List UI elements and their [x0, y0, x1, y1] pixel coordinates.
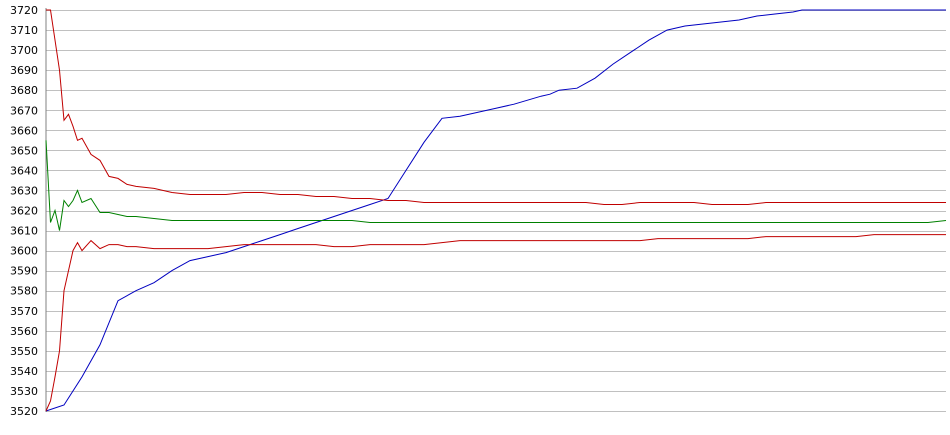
- y-tick-label: 3530: [10, 385, 38, 398]
- series-line-1: [45, 9, 946, 412]
- y-tick-label: 3540: [10, 365, 38, 378]
- series-line-4: [45, 234, 946, 412]
- y-tick-label: 3560: [10, 325, 38, 338]
- y-tick-label: 3520: [10, 405, 38, 418]
- y-tick-label: 3670: [10, 104, 38, 117]
- y-tick-label: 3610: [10, 225, 38, 238]
- y-tick-label: 3690: [10, 64, 38, 77]
- y-axis-tick-labels: 3520 3530 3540 3550 3560 3570 3580 3590 3600 3610…: [10, 4, 38, 418]
- y-tick-label: 3630: [10, 184, 38, 197]
- series-line-3: [45, 140, 947, 231]
- y-tick-label: 3590: [10, 265, 38, 278]
- y-tick-label: 3720: [10, 4, 38, 17]
- y-tick-label: 3600: [10, 245, 38, 258]
- y-tick-label: 3570: [10, 305, 38, 318]
- y-tick-label: 3660: [10, 124, 38, 137]
- y-tick-label: 3700: [10, 44, 38, 57]
- y-tick-label: 3640: [10, 164, 38, 177]
- y-tick-label: 3680: [10, 84, 38, 97]
- series-lines: [45, 9, 947, 412]
- y-tick-label: 3550: [10, 345, 38, 358]
- gridlines: [46, 10, 946, 412]
- series-line-2: [46, 9, 946, 205]
- y-tick-label: 3580: [10, 285, 38, 298]
- y-tick-label: 3650: [10, 144, 38, 157]
- y-tick-label: 3620: [10, 205, 38, 218]
- y-tick-label: 3710: [10, 24, 38, 37]
